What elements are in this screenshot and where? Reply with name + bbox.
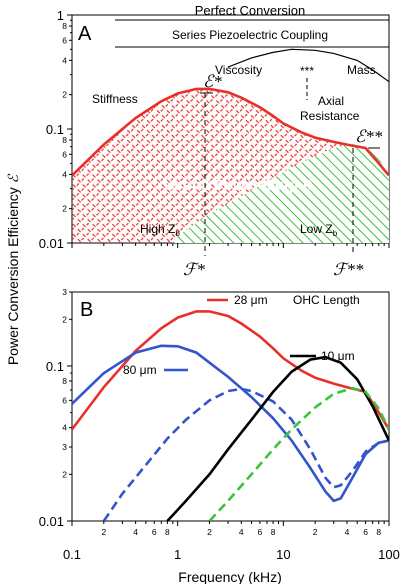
legend-ohc-label: OHC Length [293,293,360,307]
a-ytick-minor-label: 6 [62,35,67,45]
a-ytick-label: 0.01 [39,236,64,251]
a-ytick-minor-label: 2 [62,90,67,100]
panel-b-label: B [80,299,93,321]
y-axis-label-text: Power Conversion Efficiency [5,187,21,365]
a-ytick-minor-label: 6 [62,149,67,159]
b-xtick-minor-label: 4 [133,527,138,537]
perfect-conversion-label: Perfect Conversion [195,3,306,18]
panel-b-series-4 [208,386,389,521]
series-coupling-label: Series Piezoelectric Coupling [172,28,328,42]
resistance-label: Resistance [300,109,360,123]
panel-a-series-0 [72,87,389,177]
a-ytick-minor-label: 4 [62,55,67,65]
e-star2-label: ℰ** [355,127,383,146]
panel-b-series-3 [166,355,389,521]
legend-80-label: 80 μm [123,363,157,377]
panel-b-series-0 [72,310,389,431]
high-z-label: High Zb [140,222,180,238]
panel-b-series-2 [102,387,389,521]
b-xtick-minor-label: 6 [363,527,368,537]
b-ytick-minor-label: 8 [62,376,67,386]
high-z-text: High Z [140,222,175,236]
low-z-sub: b [333,229,338,238]
b-ytick-minor-label: 3 [62,442,67,452]
a-ytick-minor-label: 2 [62,204,67,214]
high-z-sub: b [175,229,180,238]
b-xtick-label: 1 [174,547,181,562]
panel-b-series-1 [72,344,389,503]
b-xtick-minor-label: 4 [345,527,350,537]
a-ytick-label: 0.1 [46,122,64,137]
b-ytick-minor-label: 3 [62,287,67,297]
b-ytick-minor-label: 2 [62,469,67,479]
a-ytick-label: 1 [57,8,64,23]
f-star2-label: ℱ** [333,260,364,279]
panel-b-frame [71,291,390,522]
legend-10-label: 10 μm [321,349,355,363]
y-axis-label: Power Conversion Efficiency ℰ [5,173,22,365]
x-axis-label: Frequency (kHz) [178,569,281,584]
viscosity-label: Viscosity [215,63,262,77]
a-ytick-minor-label: 8 [62,135,67,145]
a-ytick-minor-label: 4 [62,169,67,179]
b-xtick-minor-label: 6 [152,527,157,537]
axial-label: Axial [318,94,344,108]
legend-28-label: 28 μm [234,293,268,307]
b-xtick-minor-label: 8 [165,527,170,537]
useful-power-label: Useful Power Output [164,177,312,194]
green-hatch-area [170,143,389,243]
b-ytick-minor-label: 4 [62,423,67,433]
low-z-text: Low Z [300,222,333,236]
y-axis-symbol: ℰ [7,173,22,183]
b-xtick-label: 100 [378,547,400,562]
b-ytick-minor-label: 2 [62,314,67,324]
b-xtick-minor-label: 2 [101,527,106,537]
b-xtick-minor-label: 6 [258,527,263,537]
b-ytick-label: 0.01 [39,514,64,529]
b-xtick-minor-label: 2 [313,527,318,537]
b-ytick-label: 0.1 [46,359,64,374]
a-ytick-minor-label: 8 [62,21,67,31]
b-xtick-minor-label: 4 [239,527,244,537]
b-xtick-minor-label: 8 [376,527,381,537]
low-z-label: Low Zb [300,222,338,238]
f-star-label: ℱ* [183,260,205,279]
b-xtick-label: 10 [276,547,290,562]
triple-star-label: *** [300,64,314,78]
b-xtick-label: 0.1 [63,547,81,562]
panel-a: 0.01 0.1 1 2 4 6 8 2 4 6 8 Perfect Conversion Seri… [39,3,390,279]
e-star-label: ℰ* [203,72,222,91]
panel-a-series-1 [227,48,389,83]
stiffness-label: Stiffness [92,92,138,106]
b-ytick-minor-label: 6 [62,395,67,405]
b-xtick-minor-label: 2 [207,527,212,537]
b-xtick-minor-label: 8 [271,527,276,537]
panel-a-label: A [78,23,92,45]
mass-label: Mass [347,63,376,77]
